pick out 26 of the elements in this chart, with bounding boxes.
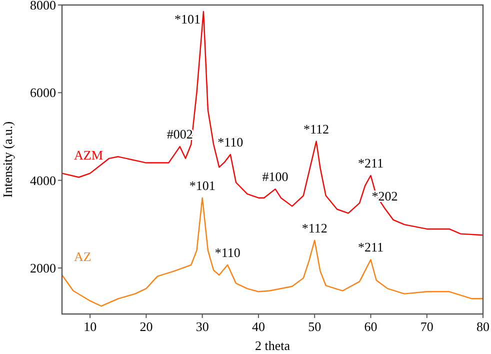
annotation: *112 (302, 220, 328, 236)
x-tick-label: 30 (196, 319, 209, 334)
y-tick-label: 4000 (30, 172, 56, 188)
annotation: #100 (262, 169, 288, 184)
y-tick-label: 8000 (30, 0, 56, 12)
x-tick-label: 40 (252, 319, 265, 334)
x-tick-label: 70 (420, 319, 434, 334)
y-tick-label: 6000 (30, 85, 56, 100)
y-tick-label: 2000 (30, 260, 56, 276)
annotation: *112 (304, 121, 330, 136)
x-axis-title: 2 theta (254, 338, 290, 353)
series-label: AZ (74, 248, 92, 264)
x-tick-label: 10 (84, 319, 97, 334)
annotation: *110 (218, 134, 244, 150)
x-tick-label: 20 (140, 319, 153, 334)
x-tick-label: 50 (308, 319, 322, 334)
annotation: *101 (174, 12, 200, 27)
annotation: *211 (358, 156, 384, 170)
x-tick-label: 80 (476, 319, 490, 334)
annotation: *211 (358, 240, 384, 255)
x-tick-label: 60 (364, 319, 378, 334)
annotation: *110 (214, 244, 240, 260)
line-series (61, 10, 484, 236)
series-label: AZM (74, 147, 104, 162)
y-axis-title: Intensity (a.u.) (0, 121, 15, 198)
annotation: *101 (189, 178, 216, 193)
